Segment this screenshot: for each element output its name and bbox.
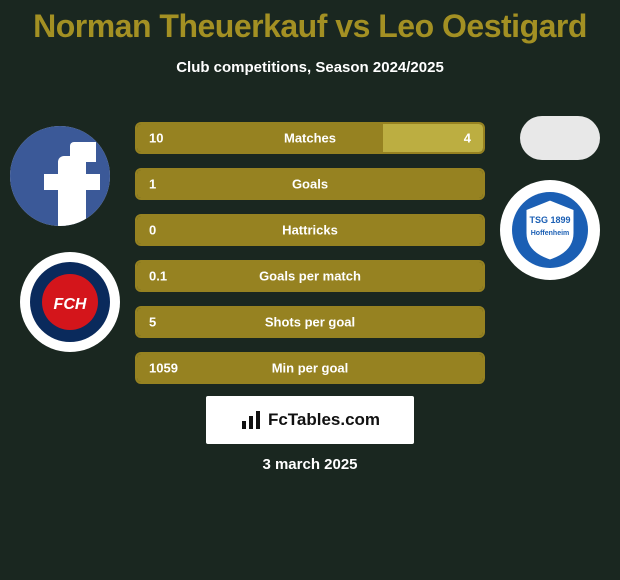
stat-value-left: 1 xyxy=(149,177,156,192)
stat-value-left: 0.1 xyxy=(149,269,167,284)
svg-text:Hoffenheim: Hoffenheim xyxy=(531,230,570,237)
date-text: 3 march 2025 xyxy=(262,456,357,473)
stat-fill-left xyxy=(137,124,383,152)
player-left-avatar xyxy=(10,126,110,226)
fch-badge-icon: FCH xyxy=(28,260,112,344)
fctables-icon xyxy=(240,409,262,431)
stat-row: 1 Goals xyxy=(135,168,485,200)
stat-value-right: 4 xyxy=(464,131,471,146)
fch-text: FCH xyxy=(54,296,87,313)
subtitle: Club competitions, Season 2024/2025 xyxy=(0,59,620,76)
stat-value-left: 10 xyxy=(149,131,163,146)
club-right-badge: TSG 1899 Hoffenheim xyxy=(500,180,600,280)
stat-label: Matches xyxy=(284,131,336,146)
stat-label: Hattricks xyxy=(282,223,338,238)
facebook-icon xyxy=(10,126,110,226)
stat-value-left: 1059 xyxy=(149,361,178,376)
stat-label: Shots per goal xyxy=(265,315,355,330)
stat-value-left: 5 xyxy=(149,315,156,330)
stat-label: Min per goal xyxy=(272,361,349,376)
club-left-badge: FCH xyxy=(20,252,120,352)
stat-label: Goals per match xyxy=(259,269,361,284)
watermark-text: FcTables.com xyxy=(268,410,380,430)
hoffenheim-badge-icon: TSG 1899 Hoffenheim xyxy=(511,191,589,269)
stat-row: 10 Matches 4 xyxy=(135,122,485,154)
watermark: FcTables.com xyxy=(206,396,414,444)
svg-text:TSG 1899: TSG 1899 xyxy=(529,215,570,225)
player-right-avatar xyxy=(520,116,600,160)
page-title: Norman Theuerkauf vs Leo Oestigard xyxy=(0,0,620,45)
stat-value-left: 0 xyxy=(149,223,156,238)
stat-row: 5 Shots per goal xyxy=(135,306,485,338)
stats-bars: 10 Matches 4 1 Goals 0 Hattricks 0.1 Goals per m… xyxy=(135,122,485,398)
stat-row: 0.1 Goals per match xyxy=(135,260,485,292)
stat-row: 0 Hattricks xyxy=(135,214,485,246)
stat-row: 1059 Min per goal xyxy=(135,352,485,384)
stat-label: Goals xyxy=(292,177,328,192)
